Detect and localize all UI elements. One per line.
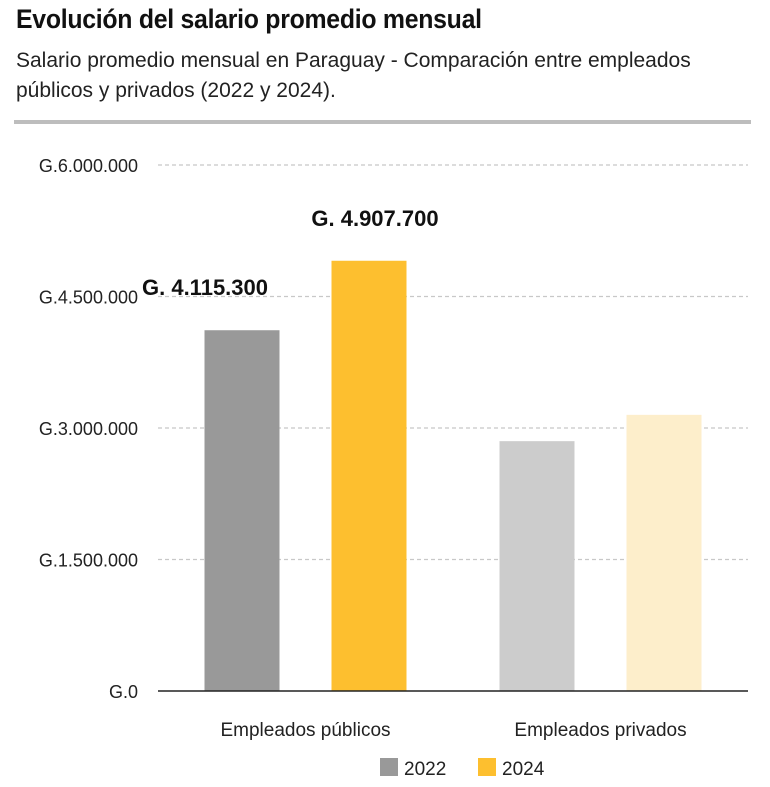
chart-title: Evolución del salario promedio mensual	[16, 4, 482, 34]
bar-2024-1	[331, 260, 407, 691]
legend-label: 2024	[502, 759, 545, 780]
legend-label: 2022	[404, 759, 446, 780]
bar-2022-2	[499, 441, 575, 691]
data-label: G. 4.115.300	[142, 275, 268, 300]
bar-2024-2	[626, 414, 702, 691]
y-tick-label: G.1.500.000	[39, 551, 138, 571]
y-tick-label: G.3.000.000	[39, 419, 138, 439]
bar-2022-1	[204, 330, 280, 691]
x-category-label: Empleados públicos	[220, 720, 390, 741]
y-tick-label: G.4.500.000	[39, 288, 138, 308]
x-category-label: Empleados privados	[514, 720, 686, 741]
header-divider	[14, 120, 751, 124]
legend-swatch	[380, 758, 398, 776]
legend-swatch	[478, 758, 496, 776]
chart-subtitle: Salario promedio mensual en Paraguay - C…	[16, 49, 691, 102]
data-label: G. 4.907.700	[311, 206, 438, 231]
y-tick-label: G.0	[109, 682, 138, 702]
y-tick-label: G.6.000.000	[39, 156, 138, 176]
